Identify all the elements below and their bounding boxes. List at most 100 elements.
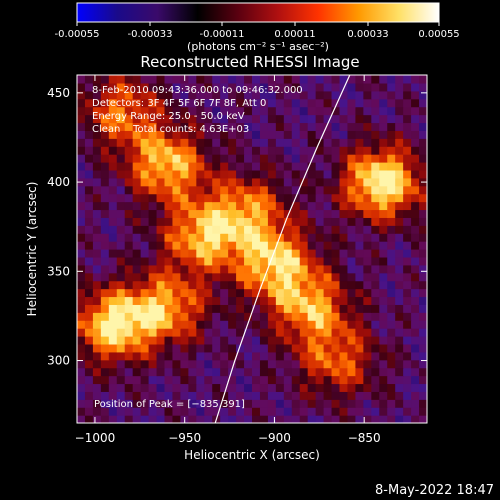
heatmap-cell: [347, 98, 356, 108]
heatmap-cell: [267, 75, 277, 84]
heatmap-cell: [379, 249, 388, 258]
heatmap-cell: [275, 162, 285, 171]
heatmap-cell: [339, 264, 349, 274]
heatmap-cell: [371, 343, 380, 353]
heatmap-cell: [180, 320, 189, 329]
heatmap-cell: [331, 328, 341, 337]
heatmap-cell: [411, 90, 420, 100]
heatmap-cell: [355, 249, 364, 258]
heatmap-cell: [172, 375, 181, 385]
heatmap-cell: [92, 233, 102, 242]
heatmap-cell: [188, 264, 197, 274]
heatmap-cell: [196, 264, 205, 274]
heatmap-cell: [84, 272, 94, 282]
heatmap-cell: [371, 177, 380, 187]
heatmap-cell: [347, 185, 356, 195]
heatmap-cell: [395, 336, 404, 345]
heatmap-cell: [355, 383, 364, 392]
heatmap-cell: [267, 343, 277, 353]
heatmap-cell: [180, 304, 189, 313]
heatmap-cell: [236, 391, 245, 400]
heatmap-cell: [371, 138, 380, 147]
heatmap-cell: [331, 272, 341, 282]
heatmap-cell: [92, 367, 102, 377]
heatmap-cell: [164, 415, 174, 423]
heatmap-cell: [140, 122, 150, 131]
heatmap-cell: [252, 375, 261, 385]
heatmap-cell: [252, 75, 261, 84]
heatmap-cell: [77, 82, 86, 92]
heatmap-cell: [339, 138, 349, 147]
heatmap-cell: [355, 98, 364, 108]
heatmap-cell: [411, 256, 420, 266]
heatmap-cell: [124, 264, 134, 274]
heatmap-cell: [164, 162, 174, 171]
heatmap-cell: [411, 114, 420, 124]
heatmap-cell: [132, 359, 142, 369]
heatmap-cell: [291, 185, 301, 195]
heatmap-cell: [403, 407, 412, 416]
heatmap-cell: [108, 114, 118, 124]
heatmap-cell: [100, 296, 110, 305]
heatmap-cell: [220, 201, 229, 211]
heatmap-cell: [188, 90, 197, 100]
heatmap-cell: [379, 122, 388, 131]
heatmap-cell: [331, 249, 341, 258]
heatmap-cell: [188, 75, 197, 84]
heatmap-cell: [267, 304, 277, 313]
heatmap-cell: [244, 320, 253, 329]
heatmap-cell: [100, 162, 110, 171]
heatmap-cell: [92, 264, 102, 274]
heatmap-cell: [315, 90, 325, 100]
heatmap-cell: [212, 154, 221, 163]
heatmap-cell: [259, 130, 269, 139]
heatmap-cell: [132, 114, 142, 124]
heatmap-cell: [92, 351, 102, 361]
heatmap-cell: [116, 162, 126, 171]
heatmap-cell: [100, 288, 110, 298]
heatmap-cell: [180, 375, 189, 385]
heatmap-cell: [283, 343, 293, 353]
heatmap-cell: [411, 399, 420, 408]
heatmap-cell: [84, 351, 94, 361]
heatmap-cell: [148, 225, 158, 234]
heatmap-cell: [244, 82, 253, 92]
heatmap-cell: [315, 146, 325, 155]
heatmap-cell: [244, 217, 253, 226]
heatmap-cell: [140, 320, 150, 329]
heatmap-cell: [108, 407, 118, 416]
heatmap-cell: [339, 233, 349, 242]
heatmap-cell: [132, 367, 142, 377]
heatmap-cell: [323, 114, 333, 124]
heatmap-cell: [331, 162, 341, 171]
heatmap-cell: [140, 296, 150, 305]
heatmap-cell: [244, 225, 253, 234]
heatmap-cell: [188, 233, 197, 242]
heatmap-cell: [220, 154, 229, 163]
heatmap-cell: [172, 399, 181, 408]
heatmap-cell: [156, 193, 166, 203]
heatmap-cell: [403, 391, 412, 400]
heatmap-cell: [84, 209, 94, 218]
heatmap-cell: [307, 75, 317, 84]
colorbar-tick-label: 0.00055: [418, 29, 459, 40]
heatmap-cell: [148, 201, 158, 211]
heatmap-cell: [77, 407, 86, 416]
heatmap-cell: [124, 304, 134, 313]
heatmap-cell: [220, 122, 229, 131]
heatmap-cell: [132, 375, 142, 385]
heatmap-cell: [331, 201, 341, 211]
heatmap-cell: [355, 296, 364, 305]
heatmap-cell: [275, 106, 285, 116]
heatmap-cell: [124, 162, 134, 171]
heatmap-cell: [323, 336, 333, 345]
heatmap-cell: [363, 225, 372, 234]
heatmap-cell: [188, 296, 197, 305]
heatmap-cell: [307, 383, 317, 392]
heatmap-cell: [403, 328, 412, 337]
heatmap-cell: [259, 217, 269, 226]
heatmap-cell: [252, 415, 261, 423]
heatmap-cell: [419, 162, 427, 171]
heatmap-cell: [275, 399, 285, 408]
heatmap-cell: [307, 304, 317, 313]
